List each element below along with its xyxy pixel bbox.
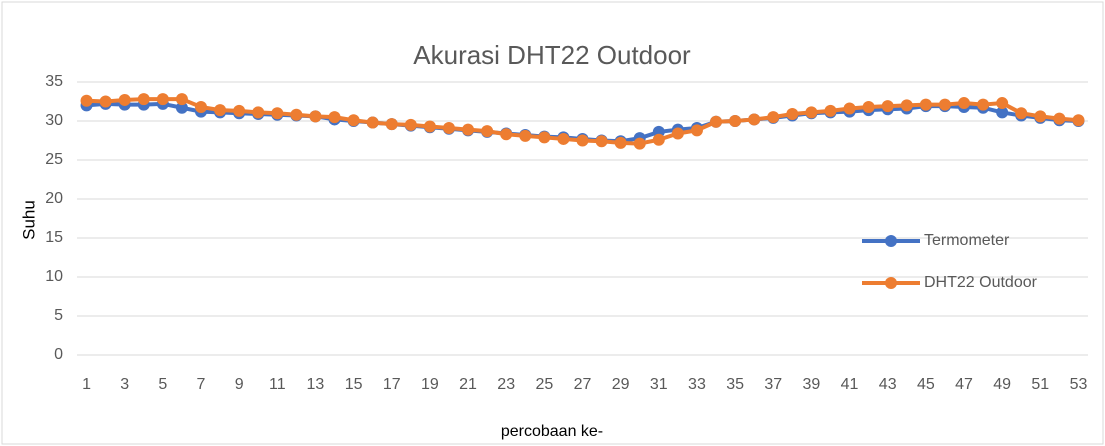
legend-label: DHT22 Outdoor	[924, 274, 1038, 291]
data-point	[538, 131, 551, 144]
y-tick-label: 10	[45, 268, 63, 285]
data-point	[977, 98, 990, 111]
x-tick-label: 47	[955, 376, 973, 393]
legend-marker	[885, 235, 897, 247]
data-point	[671, 127, 684, 140]
data-point	[1015, 107, 1028, 120]
x-tick-label: 35	[726, 376, 744, 393]
data-point	[805, 106, 818, 119]
data-point	[175, 101, 188, 114]
y-tick-label: 25	[45, 151, 63, 168]
y-tick-label: 5	[54, 307, 63, 324]
x-tick-label: 23	[497, 376, 515, 393]
data-point	[1053, 112, 1066, 125]
x-tick-label: 11	[269, 376, 286, 393]
data-point	[595, 135, 608, 148]
data-point	[1034, 110, 1047, 123]
data-point	[690, 124, 703, 137]
x-tick-label: 19	[421, 376, 439, 393]
x-tick-label: 17	[383, 376, 401, 393]
data-point	[290, 108, 303, 121]
data-point	[175, 93, 188, 106]
x-tick-label: 37	[764, 376, 782, 393]
x-tick-label: 31	[650, 376, 668, 393]
data-point	[576, 134, 589, 147]
data-point	[824, 104, 837, 117]
data-point	[80, 94, 93, 107]
x-tick-label: 51	[1031, 376, 1049, 393]
x-tick-label: 9	[235, 376, 244, 393]
data-point	[938, 98, 951, 111]
data-point	[366, 116, 379, 129]
data-point	[557, 132, 570, 145]
x-axis-label: percobaan ke-	[501, 423, 603, 440]
x-tick-label: 5	[158, 376, 167, 393]
data-point	[614, 136, 627, 149]
data-point	[462, 123, 475, 136]
x-tick-label: 41	[841, 376, 859, 393]
data-point	[214, 104, 227, 117]
x-tick-label: 43	[879, 376, 897, 393]
x-tick-label: 3	[120, 376, 129, 393]
legend-label: Termometer	[924, 232, 1010, 249]
x-tick-label: 53	[1070, 376, 1088, 393]
data-point	[519, 129, 532, 142]
data-point	[881, 100, 894, 113]
data-point	[194, 100, 207, 113]
y-tick-label: 35	[45, 73, 63, 90]
chart-title: Akurasi DHT22 Outdoor	[413, 40, 691, 70]
y-tick-label: 20	[45, 190, 63, 207]
data-point	[328, 111, 341, 124]
data-point	[347, 114, 360, 127]
data-point	[385, 118, 398, 131]
x-tick-label: 33	[688, 376, 706, 393]
data-point	[767, 111, 780, 124]
data-point	[958, 97, 971, 110]
x-tick-label: 7	[197, 376, 206, 393]
data-point	[309, 110, 322, 123]
data-point	[919, 98, 932, 111]
y-tick-label: 15	[45, 229, 63, 246]
data-point	[442, 122, 455, 135]
data-point	[404, 118, 417, 131]
data-point	[710, 115, 723, 128]
data-point	[423, 120, 436, 133]
x-tick-label: 29	[612, 376, 630, 393]
data-point	[996, 106, 1009, 119]
x-tick-label: 25	[535, 376, 553, 393]
y-tick-label: 0	[54, 346, 63, 363]
data-point	[99, 95, 112, 108]
x-tick-label: 13	[307, 376, 325, 393]
data-point	[652, 133, 665, 146]
data-point	[786, 107, 799, 120]
data-point	[996, 97, 1009, 110]
data-point	[500, 128, 513, 141]
data-point	[252, 106, 265, 119]
data-point	[862, 100, 875, 113]
data-point	[633, 137, 646, 150]
y-tick-label: 30	[45, 112, 63, 129]
legend-marker	[885, 277, 897, 289]
data-point	[118, 93, 131, 106]
data-point	[137, 93, 150, 106]
data-point	[481, 125, 494, 138]
data-point	[900, 99, 913, 112]
x-tick-label: 45	[917, 376, 935, 393]
x-tick-label: 15	[345, 376, 363, 393]
x-tick-label: 49	[993, 376, 1011, 393]
data-point	[748, 113, 761, 126]
data-point	[156, 93, 169, 106]
y-axis-label: Suhu	[19, 200, 38, 240]
data-point	[1072, 114, 1085, 127]
x-tick-label: 1	[82, 376, 91, 393]
data-point	[233, 104, 246, 117]
x-tick-label: 39	[803, 376, 821, 393]
x-tick-label: 27	[574, 376, 592, 393]
data-point	[729, 115, 742, 127]
data-point	[843, 102, 856, 115]
x-tick-label: 21	[459, 376, 477, 393]
data-point	[271, 107, 284, 120]
